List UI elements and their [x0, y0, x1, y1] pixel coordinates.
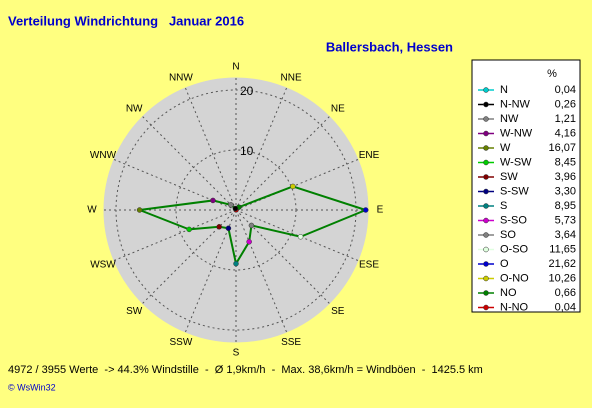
- data-point: [232, 205, 239, 212]
- legend-name: W: [500, 142, 511, 154]
- data-point: [290, 183, 296, 190]
- footer: 4972 / 3955 Werte -> 44.3% Windstille - …: [8, 364, 483, 376]
- direction-label: NE: [331, 104, 345, 115]
- spoke: [185, 87, 237, 211]
- legend-marker: [483, 130, 489, 137]
- legend-value: 1,21: [555, 113, 576, 125]
- legend-value: 3,96: [555, 171, 576, 183]
- data-point: [210, 197, 216, 204]
- legend-name: W-NW: [500, 127, 533, 139]
- legend-name: W-SW: [500, 156, 532, 168]
- legend-value: 16,07: [548, 142, 576, 154]
- direction-label: S: [233, 348, 240, 359]
- chart-subtitle: Ballersbach, Hessen: [326, 39, 453, 54]
- data-point: [233, 260, 239, 267]
- legend-name: SW: [500, 171, 518, 183]
- legend-value: 5,73: [555, 214, 576, 226]
- direction-label: NNW: [169, 73, 193, 84]
- legend-marker: [483, 304, 489, 311]
- legend-name: N-NW: [500, 98, 531, 110]
- legend-name: SO: [500, 229, 516, 241]
- legend-value: 0,26: [555, 98, 576, 110]
- direction-label: SSE: [281, 337, 301, 348]
- spoke: [235, 209, 287, 333]
- direction-label: E: [377, 205, 384, 216]
- legend-marker: [483, 246, 489, 253]
- legend-value: 8,95: [555, 200, 576, 212]
- direction-label: N: [232, 62, 239, 73]
- legend-marker: [483, 188, 489, 195]
- direction-label: SSW: [170, 337, 193, 348]
- r-tick-label: 20: [240, 84, 254, 98]
- legend-name: S: [500, 200, 507, 212]
- legend-marker: [483, 174, 489, 180]
- legend-marker: [483, 87, 489, 93]
- legend-value: 4,16: [555, 127, 576, 139]
- legend-box: [471, 59, 581, 313]
- data-point: [216, 224, 222, 230]
- spoke: [113, 209, 237, 261]
- data-point: [248, 222, 255, 229]
- legend-marker: [483, 290, 489, 296]
- legend-name: S-SO: [500, 214, 527, 226]
- legend-name: O: [500, 258, 509, 270]
- legend-title: %: [547, 68, 557, 80]
- spoke: [235, 87, 287, 211]
- direction-label: WSW: [90, 259, 116, 270]
- legend-name: N: [500, 84, 508, 96]
- legend-marker: [483, 217, 489, 224]
- data-point: [228, 202, 234, 208]
- legend-marker: [483, 232, 489, 238]
- direction-label: W: [87, 205, 97, 216]
- data-point: [362, 207, 369, 213]
- direction-label: ESE: [359, 259, 379, 270]
- legend-marker: [483, 145, 489, 151]
- legend-name: NO: [500, 287, 517, 299]
- legend-value: 21,62: [548, 258, 576, 270]
- data-point: [297, 233, 304, 240]
- legend-value: 8,45: [555, 156, 576, 168]
- legend-value: 0,04: [555, 301, 576, 313]
- spoke: [235, 116, 330, 211]
- direction-label: WNW: [90, 150, 117, 161]
- legend-marker: [483, 101, 489, 108]
- legend-value: 10,26: [548, 272, 576, 284]
- legend-marker: [483, 159, 489, 166]
- spoke: [235, 159, 359, 211]
- r-tick-label: 10: [240, 144, 254, 158]
- legend-name: O-SO: [500, 243, 529, 255]
- spoke: [142, 116, 237, 211]
- legend-name: O-NO: [500, 272, 529, 284]
- direction-label: NW: [126, 104, 143, 115]
- data-point: [136, 207, 143, 213]
- data-point: [246, 239, 252, 245]
- direction-label: SE: [331, 306, 345, 317]
- legend-value: 11,65: [549, 243, 576, 255]
- chart-title: Verteilung Windrichtung Januar 2016: [8, 13, 244, 28]
- legend-name: S-SW: [500, 185, 529, 197]
- data-point: [186, 226, 192, 233]
- legend-name: N-NO: [500, 301, 529, 313]
- legend-marker: [483, 261, 489, 267]
- direction-label: ENE: [359, 150, 380, 161]
- legend-value: 3,64: [555, 229, 576, 241]
- credit: © WsWin32: [8, 382, 56, 392]
- legend-name: NW: [500, 113, 519, 125]
- legend-marker: [483, 116, 489, 122]
- direction-label: NNE: [281, 73, 302, 84]
- legend-value: 3,30: [555, 185, 576, 197]
- legend-marker: [483, 275, 489, 282]
- data-point: [225, 225, 232, 232]
- legend-value: 0,04: [555, 84, 576, 96]
- direction-label: SW: [126, 306, 143, 317]
- legend-value: 0,66: [555, 287, 576, 299]
- legend-marker: [483, 203, 489, 209]
